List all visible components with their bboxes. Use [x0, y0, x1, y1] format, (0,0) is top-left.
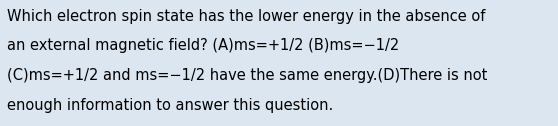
Text: an external magnetic field? (A)ms=+1/2 (B)ms=−1/2: an external magnetic field? (A)ms=+1/2 (… — [7, 38, 399, 53]
Text: Which electron spin state has the lower energy in the absence of: Which electron spin state has the lower … — [7, 9, 485, 24]
Text: (C)ms=+1/2 and ms=−1/2 have the same energy.(D)There is not: (C)ms=+1/2 and ms=−1/2 have the same ene… — [7, 68, 487, 83]
Text: enough information to answer this question.: enough information to answer this questi… — [7, 98, 333, 113]
